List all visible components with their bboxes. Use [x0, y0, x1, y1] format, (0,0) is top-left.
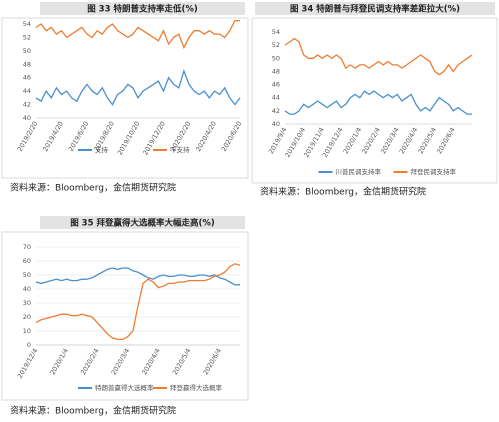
y-tick-label: 52	[23, 33, 31, 41]
title-bar	[255, 2, 495, 15]
chart-frame	[1, 231, 249, 401]
x-tick-label: 2020/2/4	[79, 347, 101, 376]
chart-frame	[251, 17, 498, 184]
y-tick-label: 48	[23, 60, 31, 68]
x-tick-label: 2020/6/20	[220, 120, 244, 153]
x-tick-label: 2020/5/4	[171, 347, 193, 376]
chart-title: 图 33 特朗普支持率走低(%)	[87, 4, 198, 15]
x-tick-label: 2019/4/20	[41, 120, 65, 153]
x-tick-label: 2020/4/20	[194, 120, 218, 153]
legend-label: 特朗普赢得大选概率	[95, 383, 154, 392]
series-line	[35, 19, 240, 50]
y-tick-label: 70	[23, 243, 31, 251]
legend-label: 拜登民调支持率	[411, 167, 457, 176]
x-tick-label: 2019/2/20	[16, 120, 40, 153]
chart-title: 图 35 拜登赢得大选概率大幅走高(%)	[70, 218, 215, 229]
x-tick-label: 2020/3/4	[110, 347, 132, 376]
y-tick-label: 0	[27, 341, 31, 349]
y-tick-label: 10	[23, 327, 31, 335]
series-line	[284, 90, 472, 115]
series-line	[284, 37, 473, 76]
y-tick-label: 44	[23, 87, 31, 95]
y-tick-label: 40	[272, 120, 280, 128]
legend-label: 川普民调支持率	[336, 167, 382, 176]
x-tick-label: 2020/6/4	[435, 126, 457, 155]
y-tick-label: 54	[272, 28, 280, 36]
series-line	[35, 263, 241, 341]
y-tick-label: 30	[23, 299, 31, 307]
source-note: 资料来源：Bloomberg，金信期货研究院	[10, 182, 176, 194]
series-line	[35, 267, 240, 286]
legend-label: 不支持	[170, 145, 190, 154]
title-bar	[40, 2, 245, 15]
y-tick-label: 42	[23, 101, 31, 109]
source-note: 资料来源：Bloomberg，金信期货研究院	[10, 405, 176, 417]
x-tick-label: 2019/6/20	[67, 120, 91, 153]
y-tick-label: 50	[23, 47, 31, 55]
legend-label: 支持	[95, 145, 109, 154]
x-tick-label: 2020/1/4	[49, 347, 71, 376]
chart-frame	[1, 17, 249, 179]
y-tick-label: 40	[23, 114, 31, 122]
y-tick-label: 50	[272, 54, 280, 62]
x-tick-label: 2019/10/20	[116, 120, 142, 156]
series-line	[35, 68, 241, 106]
y-tick-label: 52	[272, 41, 280, 49]
x-tick-label: 2020/4/4	[140, 347, 162, 376]
title-bar	[40, 216, 245, 229]
y-tick-label: 54	[23, 20, 31, 28]
y-tick-label: 60	[23, 257, 31, 265]
y-tick-label: 42	[272, 107, 280, 115]
x-tick-label: 2020/6/4	[202, 347, 224, 376]
y-tick-label: 44	[272, 94, 280, 102]
chart-title: 图 34 特朗普与拜登民调支持率差距拉大(%)	[290, 4, 460, 15]
legend-label: 拜登赢得大选概率	[170, 383, 223, 392]
y-tick-label: 48	[272, 67, 280, 75]
y-tick-label: 40	[23, 285, 31, 293]
y-tick-label: 46	[23, 74, 31, 82]
y-tick-label: 20	[23, 313, 31, 321]
y-tick-label: 46	[272, 81, 280, 89]
x-tick-label: 2019/12/4	[16, 347, 40, 380]
y-tick-label: 50	[23, 271, 31, 279]
source-note: 资料来源：Bloomberg，金信期货研究院	[260, 186, 426, 198]
